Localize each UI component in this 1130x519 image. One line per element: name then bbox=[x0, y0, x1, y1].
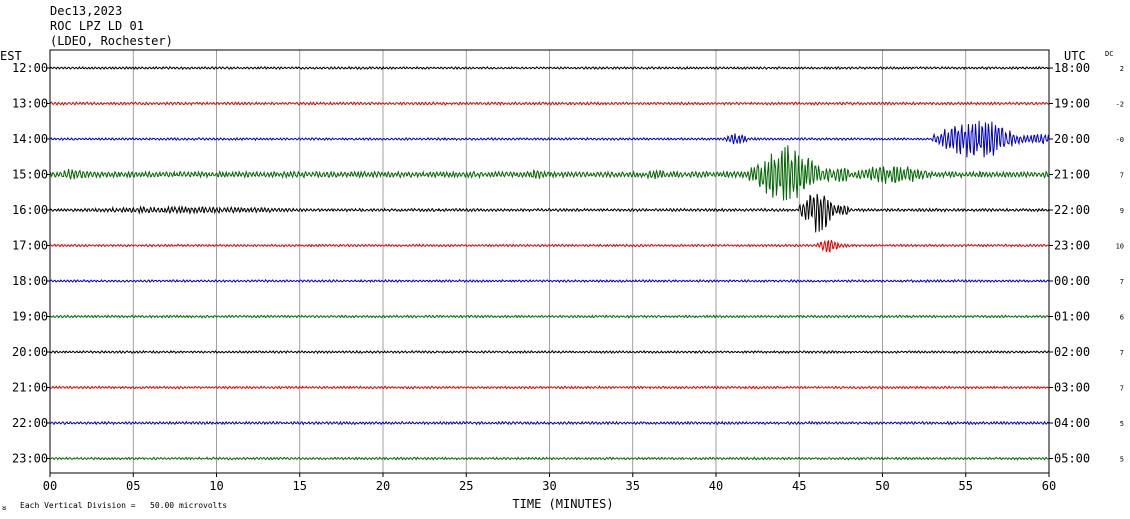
x-tick-label: 30 bbox=[542, 479, 556, 493]
trace-row-1200 bbox=[49, 65, 1050, 71]
trace-row-2100 bbox=[49, 385, 1050, 390]
trace-row-2300 bbox=[50, 456, 1050, 461]
x-tick-label: 10 bbox=[209, 479, 223, 493]
row-labels: 12:00 18:00 2 13:00 19:00 -2 14:00 20:00 -0 15:00… bbox=[12, 61, 1124, 466]
dc-value: 10 bbox=[1116, 243, 1124, 251]
utc-time-label: 21:00 bbox=[1054, 168, 1090, 182]
x-tick-label: 20 bbox=[376, 479, 390, 493]
utc-time-label: 05:00 bbox=[1054, 452, 1090, 466]
utc-time-label: 22:00 bbox=[1054, 203, 1090, 217]
utc-time-label: 01:00 bbox=[1054, 310, 1090, 324]
x-tick-label: 35 bbox=[626, 479, 640, 493]
dc-value: 7 bbox=[1120, 349, 1124, 357]
est-time-label: 23:00 bbox=[12, 452, 48, 466]
trace-group bbox=[49, 65, 1050, 461]
est-time-label: 20:00 bbox=[12, 345, 48, 359]
header-station: ROC LPZ LD 01 bbox=[50, 19, 144, 33]
dc-value: 6 bbox=[1120, 314, 1124, 322]
dc-value: -0 bbox=[1116, 136, 1124, 144]
utc-time-label: 20:00 bbox=[1054, 132, 1090, 146]
est-time-label: 13:00 bbox=[12, 97, 48, 111]
x-tick-label: 05 bbox=[126, 479, 140, 493]
x-tick-label: 50 bbox=[875, 479, 889, 493]
dc-value: 2 bbox=[1120, 65, 1124, 73]
est-time-label: 19:00 bbox=[12, 310, 48, 324]
x-tick-label: 15 bbox=[293, 479, 307, 493]
utc-time-label: 23:00 bbox=[1054, 239, 1090, 253]
dc-value: 7 bbox=[1120, 385, 1124, 393]
est-time-label: 16:00 bbox=[12, 203, 48, 217]
dc-value: -2 bbox=[1116, 101, 1124, 109]
utc-time-label: 00:00 bbox=[1054, 274, 1090, 288]
dc-value: 5 bbox=[1120, 456, 1124, 464]
corner-mark: ᴚ bbox=[2, 504, 6, 512]
utc-time-label: 18:00 bbox=[1054, 61, 1090, 75]
trace-row-2200 bbox=[49, 420, 1050, 426]
trace-row-2000 bbox=[49, 349, 1050, 355]
utc-axis-label: UTC bbox=[1064, 49, 1086, 63]
dc-value: 9 bbox=[1120, 207, 1124, 215]
est-time-label: 12:00 bbox=[12, 61, 48, 75]
x-tick-label: 25 bbox=[459, 479, 473, 493]
est-time-label: 15:00 bbox=[12, 168, 48, 182]
dc-value: 5 bbox=[1120, 420, 1124, 428]
dc-value: 7 bbox=[1120, 172, 1124, 180]
utc-time-label: 02:00 bbox=[1054, 345, 1090, 359]
trace-row-1900 bbox=[49, 314, 1050, 319]
est-time-label: 14:00 bbox=[12, 132, 48, 146]
utc-time-label: 19:00 bbox=[1054, 97, 1090, 111]
utc-time-label: 04:00 bbox=[1054, 416, 1090, 430]
est-time-label: 17:00 bbox=[12, 239, 48, 253]
trace-row-1300 bbox=[49, 100, 1050, 107]
scale-note: Each Vertical Division = 50.00 microvolt… bbox=[20, 501, 227, 510]
utc-time-label: 03:00 bbox=[1054, 381, 1090, 395]
trace-row-1400 bbox=[49, 120, 1050, 158]
x-axis-title: TIME (MINUTES) bbox=[512, 497, 613, 511]
x-tick-label: 45 bbox=[792, 479, 806, 493]
est-time-label: 22:00 bbox=[12, 416, 48, 430]
dc-value: 7 bbox=[1120, 278, 1124, 286]
x-tick-label: 00 bbox=[43, 479, 57, 493]
trace-row-1500 bbox=[49, 145, 1050, 201]
x-tick-label: 55 bbox=[959, 479, 973, 493]
x-tick-label: 40 bbox=[709, 479, 723, 493]
header-date: Dec13,2023 bbox=[50, 4, 122, 18]
dc-label: DC bbox=[1105, 50, 1113, 58]
x-tick-label: 60 bbox=[1042, 479, 1056, 493]
est-time-label: 18:00 bbox=[12, 274, 48, 288]
header-network: (LDEO, Rochester) bbox=[50, 34, 173, 48]
trace-row-1600 bbox=[49, 193, 1050, 233]
trace-row-1700 bbox=[49, 239, 1050, 254]
x-tick-labels: 00 05 10 15 20 25 30 35 40 45 50 55 60 bbox=[43, 473, 1056, 493]
grid-lines bbox=[49, 49, 1050, 474]
est-time-label: 21:00 bbox=[12, 381, 48, 395]
est-axis-label: EST bbox=[0, 49, 22, 63]
trace-row-1800 bbox=[49, 278, 1050, 284]
